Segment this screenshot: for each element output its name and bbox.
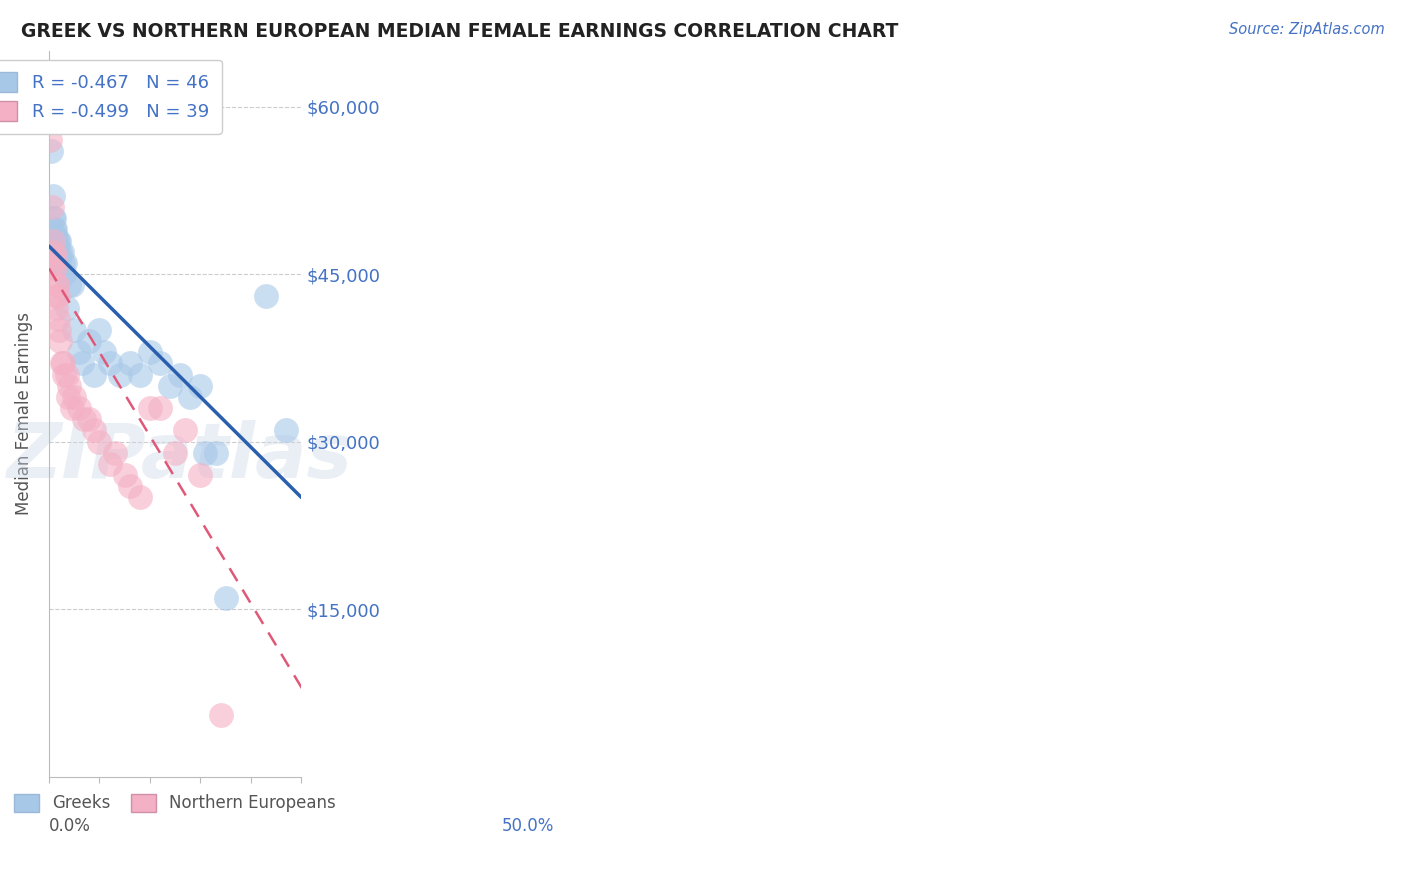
Point [42,256,65,270]
Point [46,244,69,259]
Point [149,401,172,415]
Point [209,708,232,723]
Point [98,457,121,471]
Point [46,289,69,303]
Point [42,244,65,259]
Point [51,356,73,370]
Point [51,244,73,259]
Point [55,301,77,315]
Point [44,261,66,276]
Point [73,412,96,426]
Point [49,334,72,348]
Point [67,401,90,415]
Point [128,368,150,382]
Point [159,378,181,392]
Point [128,491,150,505]
Point [56,390,79,404]
Point [118,479,141,493]
Point [165,446,187,460]
Point [55,368,77,382]
Point [179,390,201,404]
Point [39,99,62,113]
Point [67,345,90,359]
Point [42,211,65,226]
Point [118,356,141,370]
Point [53,267,76,281]
Text: 0.0%: 0.0% [49,816,91,835]
Point [60,401,83,415]
Point [276,424,298,438]
Point [254,289,277,303]
Point [89,434,111,449]
Point [53,368,76,382]
Text: ZIPatlas: ZIPatlas [7,420,353,494]
Point [49,244,72,259]
Y-axis label: Median Female Earnings: Median Female Earnings [15,312,32,516]
Point [45,244,67,259]
Text: 50.0%: 50.0% [502,816,554,835]
Point [139,401,162,415]
Point [42,211,65,226]
Point [44,227,66,242]
Point [53,256,76,270]
Point [194,446,217,460]
Point [46,278,69,293]
Point [42,234,65,248]
Point [174,424,197,438]
Point [39,133,62,147]
Point [93,345,115,359]
Point [41,200,63,214]
Point [58,278,80,293]
Point [114,468,136,483]
Point [46,250,69,264]
Point [45,301,67,315]
Point [44,250,66,264]
Point [139,345,162,359]
Point [149,356,172,370]
Point [48,234,70,248]
Point [41,145,63,159]
Point [44,289,66,303]
Point [42,222,65,236]
Point [169,368,191,382]
Point [44,234,66,248]
Text: GREEK VS NORTHERN EUROPEAN MEDIAN FEMALE EARNINGS CORRELATION CHART: GREEK VS NORTHERN EUROPEAN MEDIAN FEMALE… [21,22,898,41]
Point [45,234,67,248]
Point [83,424,105,438]
Point [79,334,101,348]
Point [190,468,212,483]
Point [214,591,236,605]
Point [98,356,121,370]
Point [190,378,212,392]
Point [108,368,131,382]
Point [204,446,226,460]
Point [48,256,70,270]
Point [60,278,83,293]
Legend: Greeks, Northern Europeans: Greeks, Northern Europeans [7,787,343,819]
Point [46,234,69,248]
Point [89,323,111,337]
Point [46,311,69,326]
Point [70,356,93,370]
Point [63,390,86,404]
Text: Source: ZipAtlas.com: Source: ZipAtlas.com [1229,22,1385,37]
Point [83,368,105,382]
Point [63,323,86,337]
Point [104,446,127,460]
Point [52,356,75,370]
Point [48,323,70,337]
Point [52,256,75,270]
Point [45,278,67,293]
Point [44,222,66,236]
Point [79,412,101,426]
Point [58,378,80,392]
Point [41,189,63,203]
